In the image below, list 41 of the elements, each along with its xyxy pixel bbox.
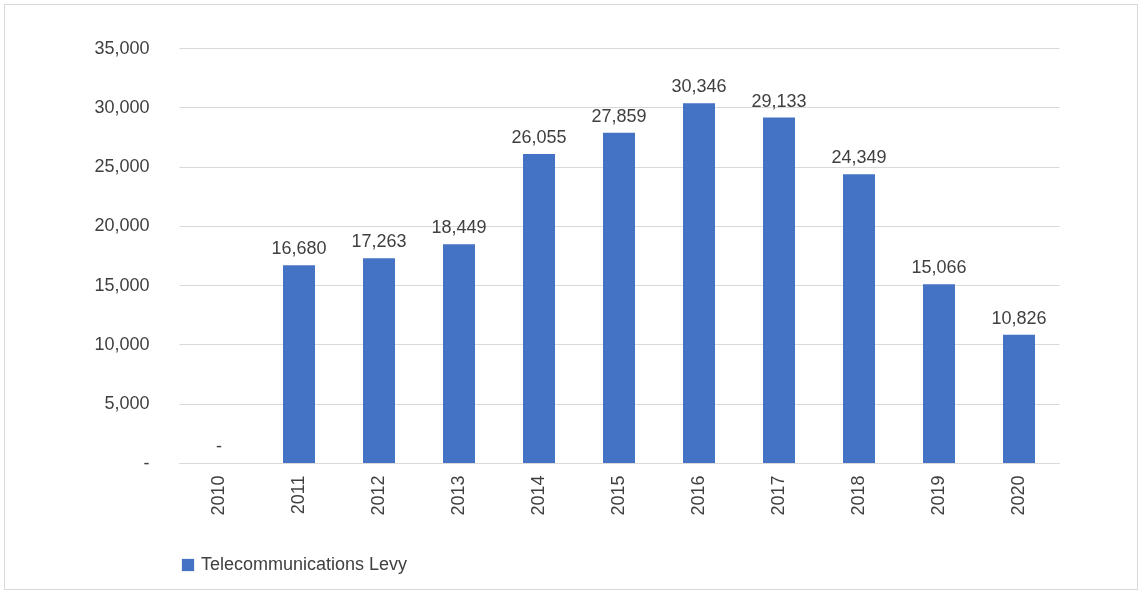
x-tick-label: 2013	[448, 475, 468, 516]
x-tick-label: 2017	[768, 475, 788, 516]
bar	[283, 265, 315, 463]
x-tick-label: 2011	[288, 475, 308, 515]
data-label: 27,859	[591, 105, 647, 126]
x-tick-label: 2020	[1008, 475, 1028, 516]
bar	[923, 284, 955, 463]
x-tick-label: 2014	[528, 475, 548, 516]
x-tick-label: 2019	[928, 475, 948, 516]
data-label: 17,263	[351, 231, 407, 252]
y-tick-label: 15,000	[94, 274, 150, 295]
bar	[843, 174, 875, 463]
y-tick-label: 25,000	[94, 156, 150, 177]
bar	[683, 103, 715, 463]
data-label: 29,133	[751, 90, 807, 111]
x-tick-label: 2012	[368, 475, 388, 516]
x-tick-label: 2016	[688, 475, 708, 516]
y-tick-label: 35,000	[94, 37, 150, 58]
data-label: 18,449	[431, 217, 487, 238]
y-tick-label: 10,000	[94, 333, 150, 354]
data-label: 16,680	[271, 238, 327, 259]
y-tick-label: -	[143, 452, 150, 473]
data-label: 24,349	[831, 147, 887, 168]
bar	[523, 154, 555, 463]
bar	[363, 258, 395, 463]
x-tick-label: 2018	[848, 475, 868, 516]
data-label: 30,346	[671, 76, 727, 97]
bar	[443, 244, 475, 463]
y-tick-label: 30,000	[94, 96, 150, 117]
data-label: 26,055	[511, 127, 567, 148]
bar	[763, 117, 795, 463]
y-tick-label: 20,000	[94, 215, 150, 236]
x-tick-label: 2015	[608, 475, 628, 516]
data-label: -	[216, 436, 222, 456]
bar	[603, 132, 635, 463]
y-tick-label: 5,000	[104, 393, 150, 414]
legend-label: Telecommunications Levy	[201, 554, 408, 574]
data-label: 10,826	[991, 307, 1047, 328]
data-label: 15,066	[911, 257, 967, 278]
bar	[1003, 334, 1035, 463]
x-tick-label: 2010	[208, 475, 228, 516]
